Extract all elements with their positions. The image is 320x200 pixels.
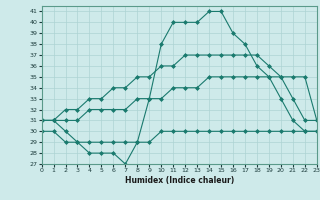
X-axis label: Humidex (Indice chaleur): Humidex (Indice chaleur)	[124, 176, 234, 185]
